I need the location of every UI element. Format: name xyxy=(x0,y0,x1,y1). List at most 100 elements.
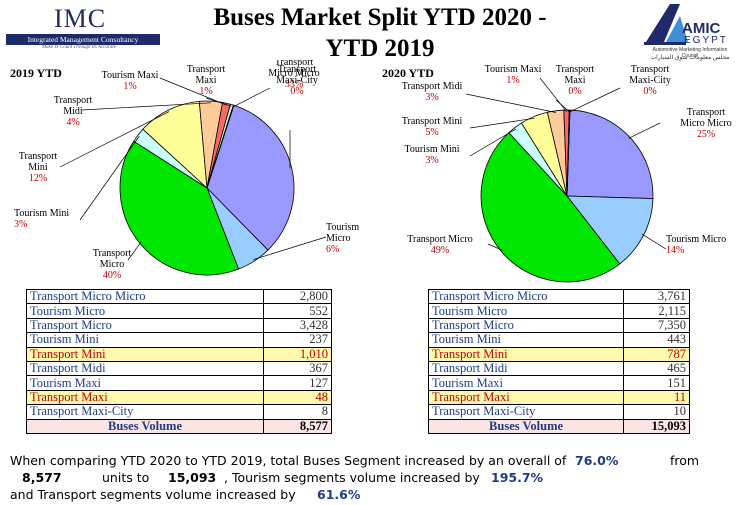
pie-label-transport-midi: Transport Midi 4% xyxy=(54,95,93,128)
summary-part3: and Transport segments volume increased … xyxy=(10,487,296,502)
pie-label-transport-micro-micro: Transport Micro Micro 25% xyxy=(680,107,731,140)
table-row: Transport Micro Micro 2,800 xyxy=(25,288,332,305)
row-value: 3,428 xyxy=(263,317,332,334)
row-label: Transport Mini xyxy=(25,346,265,362)
table-row: Transport Micro 7,350 xyxy=(427,317,690,334)
total-label: Buses Volume xyxy=(427,418,625,434)
pie-label-tourism-maxi: Tourism Maxi 1% xyxy=(102,70,159,92)
summary-part1: When comparing YTD 2020 to YTD 2019, tot… xyxy=(10,453,567,468)
pie-slice-transport-micro-micro xyxy=(566,109,654,199)
leader-line xyxy=(81,102,211,111)
row-value: 552 xyxy=(263,303,332,319)
leader-line xyxy=(539,77,567,112)
summary-from: from xyxy=(670,453,700,468)
row-value: 7,350 xyxy=(623,317,690,334)
leader-line xyxy=(465,93,556,113)
table-row: Transport Maxi 11 xyxy=(427,389,690,406)
amic-logo-line2: مجلس معلومات سوق السيارات xyxy=(650,55,730,61)
leader-line xyxy=(555,99,570,113)
leader-line xyxy=(487,243,503,251)
summary-pct-total: 76.0% xyxy=(575,453,619,468)
row-value: 2,800 xyxy=(263,288,332,305)
pie-label-transport-mini: Transport Mini 12% xyxy=(19,151,58,184)
row-label: Transport Midi xyxy=(427,360,625,377)
row-label: Tourism Micro xyxy=(25,303,265,319)
row-label: Transport Maxi-City xyxy=(25,404,265,420)
row-value: 237 xyxy=(263,332,332,348)
amic-logo: AMIC EGYPT Automotive Marketing Informat… xyxy=(640,2,736,64)
pie-charts: 2019 YTD Transport Micro Micro 33% Tourism Mi… xyxy=(10,60,732,283)
pie-label-transport-mini: Transport Mini 5% xyxy=(402,116,463,138)
table-2019: Transport Micro Micro 2,800 Tourism Micro 5… xyxy=(25,288,332,434)
table-row: Transport Mini 1,010 xyxy=(25,346,332,362)
row-value: 443 xyxy=(623,332,690,348)
summary-part2: , Tourism segments volume increased by xyxy=(224,470,480,485)
pie-slice-transport-maxi-city xyxy=(566,109,571,197)
row-label: Tourism Maxi xyxy=(25,375,265,391)
row-value: 8 xyxy=(263,404,332,420)
leader-line xyxy=(469,117,535,129)
pie-label-tourism-mini: Tourism Mini 3% xyxy=(14,208,69,230)
table-row: Tourism Maxi 127 xyxy=(25,375,332,391)
total-value: 15,093 xyxy=(623,418,690,434)
leader-line xyxy=(127,241,142,261)
leader-line xyxy=(569,87,621,113)
total-value: 8,577 xyxy=(263,418,332,434)
amic-logo-mark xyxy=(644,4,688,45)
row-label: Tourism Mini xyxy=(25,332,265,348)
row-value: 465 xyxy=(623,360,690,377)
summary-v2019: 8,577 xyxy=(22,470,62,485)
pie-label-transport-micro: Transport Micro 40% xyxy=(93,248,132,281)
leader-line xyxy=(159,77,227,106)
table-row: Transport Maxi-City 8 xyxy=(25,404,332,420)
pie-title: 2020 YTD xyxy=(382,66,434,80)
row-label: Transport Micro Micro xyxy=(25,288,265,305)
amic-logo-line1: Automotive Marketing Information Council xyxy=(652,47,728,59)
row-value: 367 xyxy=(263,360,332,377)
pie-label-transport-maxi: Transport Maxi 1% xyxy=(187,64,226,97)
row-value: 11 xyxy=(623,389,690,406)
total-row: Buses Volume 8,577 xyxy=(25,418,332,434)
pie-label-transport-maxi: Transport Maxi 0% xyxy=(556,64,595,97)
table-row: Transport Midi 367 xyxy=(25,360,332,377)
row-value: 127 xyxy=(263,375,332,391)
pie-label-tourism-micro: Tourism Micro 6% xyxy=(326,222,359,255)
table-row: Tourism Micro 2,115 xyxy=(427,303,690,319)
table-row: Transport Maxi 48 xyxy=(25,389,332,406)
leader-line xyxy=(232,87,271,108)
leader-line xyxy=(79,135,140,221)
pie-label-transport-micro-micro: Transport Micro Micro 33% xyxy=(268,60,319,90)
leader-line xyxy=(469,128,517,157)
pie-label-transport-micro: Transport Micro 49% xyxy=(407,234,472,256)
pie-label-transport-maxi-city: Transport Maxi-City 0% xyxy=(629,64,671,97)
pie-label-tourism-micro: Tourism Micro 14% xyxy=(666,234,726,256)
table-2020: Transport Micro Micro 3,761 Tourism Micro 2… xyxy=(427,288,690,434)
table-row: Tourism Mini 443 xyxy=(427,332,690,348)
row-label: Transport Maxi xyxy=(427,389,625,406)
table-row: Transport Micro 3,428 xyxy=(25,317,332,334)
table-row: Transport Micro Micro 3,761 xyxy=(427,288,690,305)
pie-label-tourism-maxi: Tourism Maxi 1% xyxy=(485,64,542,86)
page-title-line2: YTD 2019 xyxy=(325,35,435,62)
row-label: Transport Midi xyxy=(25,360,265,377)
row-label: Tourism Micro xyxy=(427,303,625,319)
pie-slice-transport-mini xyxy=(142,100,208,189)
summary-pct-transport: 61.6% xyxy=(317,487,361,502)
leader-line xyxy=(59,111,170,168)
imc-logo-text: IMC xyxy=(54,4,107,33)
row-label: Tourism Maxi xyxy=(427,375,625,391)
row-value: 1,010 xyxy=(263,346,332,362)
row-value: 3,761 xyxy=(623,288,690,305)
table-row: Transport Mini 787 xyxy=(427,346,690,362)
leader-line xyxy=(205,97,232,107)
row-label: Tourism Mini xyxy=(427,332,625,348)
pie-slice-transport-micro xyxy=(119,140,240,276)
summary-v2020: 15,093 xyxy=(168,470,217,485)
page-title: Buses Market Split YTD 2020 - YTD 2019 xyxy=(160,2,600,64)
table-row: Transport Midi 465 xyxy=(427,360,690,377)
pie-chart-2019-ytd: 2019 YTD Transport Micro Micro 33% Tourism Mi… xyxy=(10,60,359,281)
row-value: 10 xyxy=(623,404,690,420)
leader-line xyxy=(628,122,661,139)
pie-label-transport-midi: Transport Midi 3% xyxy=(402,81,463,103)
row-label: Transport Micro xyxy=(427,317,625,334)
